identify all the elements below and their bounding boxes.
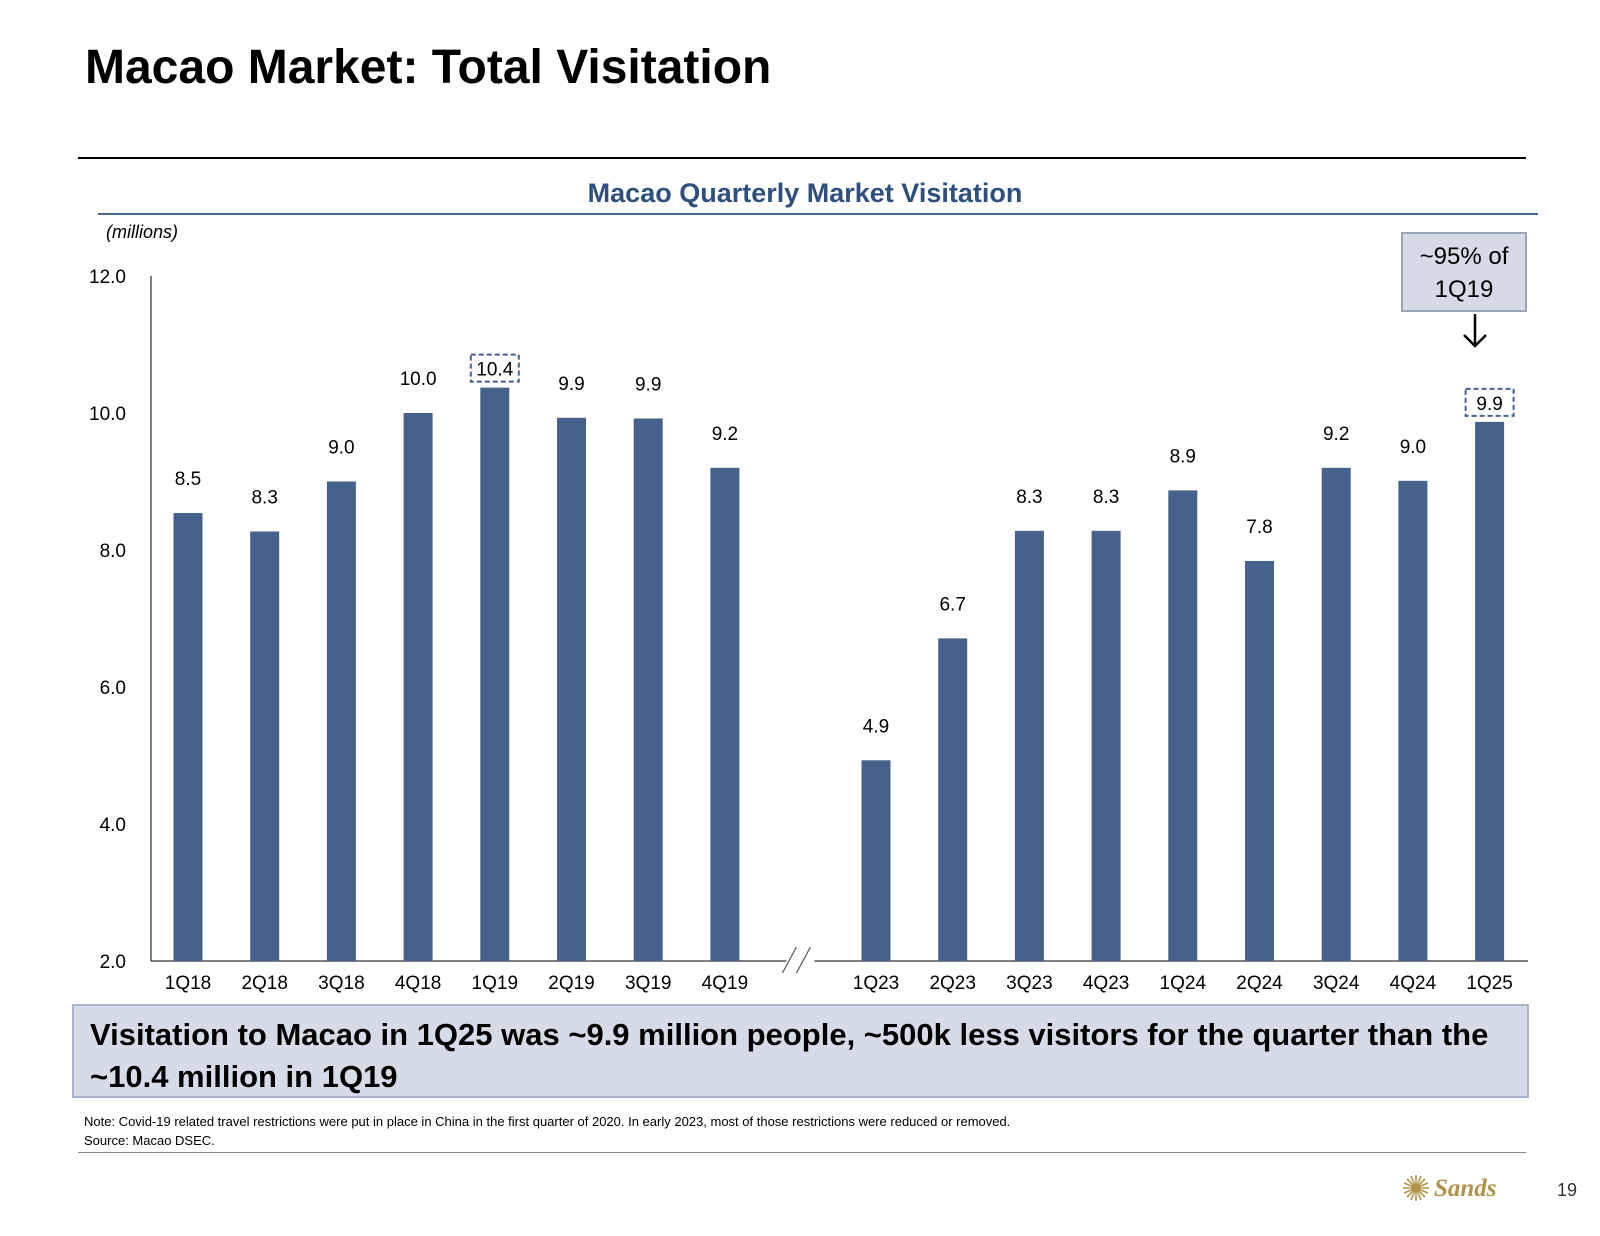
title-divider	[78, 157, 1526, 159]
bar-chart: 2.0 4.0 6.0 8.0 10.0 12.0 8.5 1Q18 8.3 2Q18 9.0 3Q1…	[89, 267, 1528, 994]
x-tick-label: 2Q24	[1236, 973, 1283, 994]
y-tick-label: 10.0	[89, 404, 126, 425]
chart-title-divider	[98, 213, 1538, 215]
x-tick-label: 1Q25	[1466, 973, 1512, 994]
data-label: 9.0	[328, 438, 354, 459]
footer-divider	[78, 1152, 1526, 1153]
bar	[1245, 560, 1274, 961]
summary-box: Visitation to Macao in 1Q25 was ~9.9 mil…	[72, 1004, 1529, 1098]
y-tick-label: 6.0	[100, 678, 126, 699]
callout-line-2: 1Q19	[1434, 276, 1494, 303]
data-label: 8.5	[175, 469, 201, 490]
bar	[1168, 490, 1198, 961]
bar	[1398, 480, 1428, 961]
bar	[403, 413, 433, 961]
data-label: 9.9	[1476, 394, 1502, 415]
y-tick-label: 2.0	[100, 952, 126, 973]
axis-break-mark	[781, 946, 797, 974]
data-label: 8.9	[1170, 446, 1196, 467]
y-tick-label: 12.0	[89, 267, 126, 288]
data-label: 8.3	[251, 488, 277, 509]
axis-break-mark	[795, 946, 811, 974]
bar	[938, 638, 968, 961]
sands-logo: Sands	[1403, 1175, 1497, 1202]
callout-line-1: ~95% of	[1419, 243, 1509, 270]
bar	[633, 418, 663, 962]
x-tick-label: 2Q19	[548, 973, 594, 994]
bar	[250, 531, 280, 961]
bar	[173, 513, 203, 961]
x-tick-label: 1Q23	[853, 973, 899, 994]
x-tick-label: 2Q18	[241, 973, 287, 994]
data-label: 6.7	[939, 594, 965, 615]
data-label: 9.2	[712, 424, 738, 445]
bar	[326, 481, 356, 961]
x-tick-label: 3Q24	[1313, 973, 1360, 994]
bar	[1475, 421, 1505, 961]
x-tick-label: 4Q23	[1083, 973, 1129, 994]
footnote: Note: Covid-19 related travel restrictio…	[84, 1114, 1011, 1129]
data-label: 10.4	[476, 360, 513, 381]
x-tick-label: 1Q24	[1160, 973, 1207, 994]
x-tick-label: 4Q18	[395, 973, 441, 994]
data-label: 9.9	[558, 374, 584, 395]
x-tick-label: 1Q19	[472, 973, 518, 994]
y-axis-unit-label: (millions)	[106, 222, 178, 242]
x-tick-label: 2Q23	[929, 973, 975, 994]
data-label: 9.0	[1400, 437, 1426, 458]
bar	[861, 760, 891, 961]
x-tick-label: 3Q23	[1006, 973, 1052, 994]
y-tick-label: 8.0	[100, 541, 126, 562]
bar	[1014, 530, 1044, 961]
x-tick-label: 4Q24	[1390, 973, 1437, 994]
data-label: 7.8	[1246, 517, 1272, 538]
data-label-highlight-box	[469, 353, 520, 383]
data-label: 8.3	[1016, 487, 1042, 508]
data-label: 9.2	[1323, 424, 1349, 445]
page-title: Macao Market: Total Visitation	[85, 41, 772, 94]
x-tick-label: 3Q19	[625, 973, 671, 994]
chart-title: Macao Quarterly Market Visitation	[587, 178, 1023, 208]
axis-break-gap	[786, 957, 815, 965]
data-label-highlight-box	[1464, 387, 1515, 417]
logo-text: Sands	[1434, 1175, 1497, 1202]
bar	[710, 467, 740, 961]
data-label: 10.0	[400, 369, 437, 390]
callout-box: ~95% of 1Q19	[1401, 232, 1527, 312]
x-tick-label: 1Q18	[165, 973, 211, 994]
bar	[480, 387, 510, 961]
bar	[557, 417, 586, 961]
y-tick-label: 4.0	[100, 815, 126, 836]
bar	[1091, 530, 1121, 961]
arrow-down-icon	[1463, 314, 1487, 348]
source-note: Source: Macao DSEC.	[84, 1133, 215, 1148]
page-number: 19	[1557, 1180, 1578, 1200]
data-label: 8.3	[1093, 487, 1119, 508]
bar	[1321, 467, 1351, 961]
data-label: 9.9	[635, 374, 661, 395]
x-tick-label: 3Q18	[318, 973, 364, 994]
data-label: 4.9	[863, 716, 889, 737]
x-tick-label: 4Q19	[702, 973, 748, 994]
